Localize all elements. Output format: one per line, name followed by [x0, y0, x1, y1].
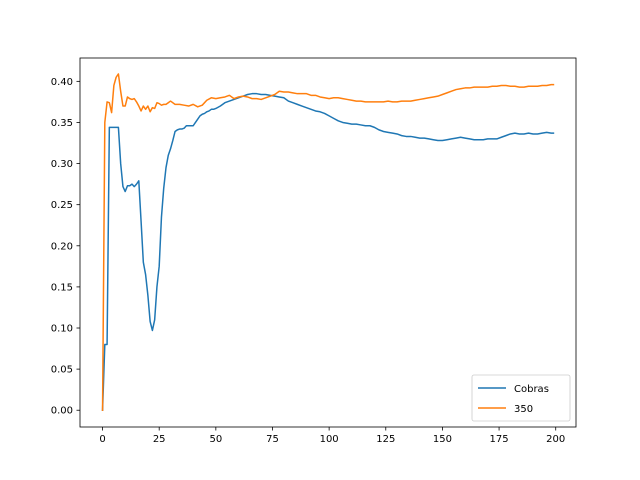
x-tick-label: 150: [433, 434, 452, 445]
y-tick-label: 0.40: [51, 77, 73, 88]
legend: Cobras 350: [471, 374, 571, 422]
x-tick-label: 75: [266, 434, 279, 445]
x-tick-label: 100: [320, 434, 339, 445]
y-tick-label: 0.00: [51, 406, 73, 417]
legend-label: 350: [514, 404, 533, 415]
x-tick-label: 50: [209, 434, 222, 445]
legend-label: Cobras: [514, 384, 549, 395]
y-tick-label: 0.35: [51, 118, 73, 129]
series-layer: [101, 73, 555, 412]
y-tick-label: 0.25: [51, 200, 73, 211]
axes-frame: [79, 57, 577, 428]
y-tick-label: 0.20: [51, 241, 73, 252]
y-tick-label: 0.05: [51, 365, 73, 376]
x-tick-label: 125: [376, 434, 395, 445]
legend-box: [471, 374, 571, 422]
x-axis: 0 25 50 75 100 125 150 175 200: [99, 427, 565, 445]
y-tick-label: 0.15: [51, 282, 73, 293]
x-tick-label: 0: [99, 434, 105, 445]
y-tick-label: 0.10: [51, 324, 73, 335]
x-tick-label: 200: [546, 434, 565, 445]
y-tick-label: 0.30: [51, 159, 73, 170]
y-axis: 0.00 0.05 0.10 0.15 0.20 0.25 0.30 0.35 0.40: [51, 77, 80, 417]
x-tick-label: 175: [490, 434, 509, 445]
series-line-350: [101, 73, 555, 411]
x-tick-label: 25: [153, 434, 166, 445]
